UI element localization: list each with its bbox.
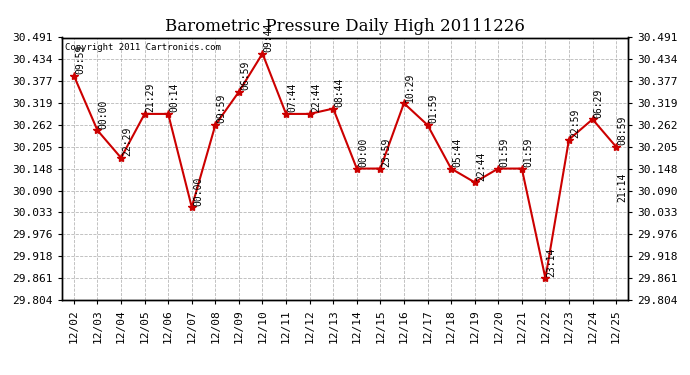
Text: 08:59: 08:59: [618, 116, 627, 145]
Text: 09:59: 09:59: [217, 94, 226, 123]
Text: Copyright 2011 Cartronics.com: Copyright 2011 Cartronics.com: [65, 43, 221, 52]
Text: 01:59: 01:59: [523, 138, 533, 167]
Text: 07:44: 07:44: [287, 83, 297, 112]
Text: 09:59: 09:59: [75, 45, 85, 74]
Text: 08:44: 08:44: [335, 78, 344, 107]
Text: 23:59: 23:59: [382, 138, 391, 167]
Text: 06:59: 06:59: [240, 61, 250, 90]
Text: 22:44: 22:44: [310, 83, 321, 112]
Text: 10:29: 10:29: [405, 72, 415, 102]
Text: 09:44: 09:44: [264, 22, 274, 52]
Text: 22:44: 22:44: [476, 152, 486, 181]
Title: Barometric Pressure Daily High 20111226: Barometric Pressure Daily High 20111226: [165, 18, 525, 34]
Text: 05:44: 05:44: [452, 138, 462, 167]
Text: 00:14: 00:14: [169, 83, 179, 112]
Text: 01:59: 01:59: [428, 94, 439, 123]
Text: 22:29: 22:29: [122, 127, 132, 156]
Text: 21:14: 21:14: [618, 173, 627, 202]
Text: 06:29: 06:29: [593, 88, 604, 118]
Text: 21:29: 21:29: [146, 83, 156, 112]
Text: 22:59: 22:59: [570, 109, 580, 138]
Text: 01:59: 01:59: [500, 138, 509, 167]
Text: 00:00: 00:00: [99, 99, 108, 129]
Text: 23:14: 23:14: [546, 248, 557, 277]
Text: 00:00: 00:00: [193, 176, 203, 206]
Text: 00:00: 00:00: [358, 138, 368, 167]
